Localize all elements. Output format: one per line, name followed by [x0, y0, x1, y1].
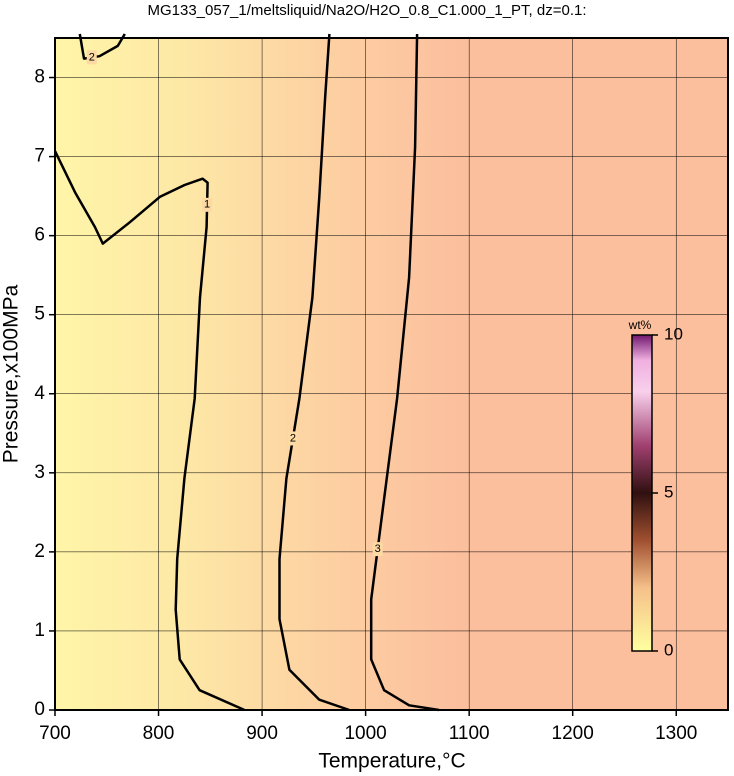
colorbar-tick-label: 10	[664, 324, 683, 343]
x-tick-label: 1000	[344, 723, 386, 744]
x-tick-label: 1300	[655, 723, 697, 744]
y-tick-label: 0	[34, 699, 45, 720]
y-tick-label: 1	[34, 620, 45, 641]
contour-label: 3	[375, 543, 381, 555]
x-tick-label: 700	[39, 723, 71, 744]
y-tick-label: 4	[34, 383, 45, 404]
x-tick-label: 1100	[449, 723, 490, 744]
y-tick-label: 8	[34, 67, 45, 88]
contour-label: 1	[204, 199, 210, 211]
y-axis-label: Pressure,x100MPa	[0, 284, 23, 463]
colorbar-tick-label: 0	[664, 640, 673, 659]
plot-background	[55, 38, 728, 710]
contour-label-bg	[86, 50, 97, 65]
colorbar-title: wt%	[628, 318, 652, 332]
contours: 1 2 2 3	[53, 33, 440, 712]
x-tick-label: 1200	[552, 723, 594, 744]
colorbar-tick-label: 5	[664, 482, 673, 501]
y-tick-label: 3	[34, 462, 45, 483]
chart-title: MG133_057_1/meltsliquid/Na2O/H2O_0.8_C1.…	[147, 2, 586, 19]
x-tick-label: 900	[246, 723, 278, 744]
y-tick-label: 6	[34, 225, 45, 246]
grid	[54, 38, 728, 711]
y-tick-label: 5	[34, 304, 45, 325]
plot-frame	[54, 37, 729, 711]
contour-label-bg	[372, 542, 383, 557]
contour-line	[278, 33, 350, 712]
contour-line	[78, 33, 126, 60]
contour-label-bg	[202, 197, 213, 212]
contour-label: 2	[89, 51, 95, 63]
x-tick-label: 800	[143, 723, 175, 744]
y-tick-label: 7	[34, 146, 45, 167]
x-axis-label: Temperature,°C	[318, 750, 465, 773]
colorbar	[631, 334, 653, 652]
y-tick-label: 2	[34, 541, 45, 562]
contour-label: 2	[290, 432, 296, 444]
contour-label-bg	[287, 431, 298, 446]
